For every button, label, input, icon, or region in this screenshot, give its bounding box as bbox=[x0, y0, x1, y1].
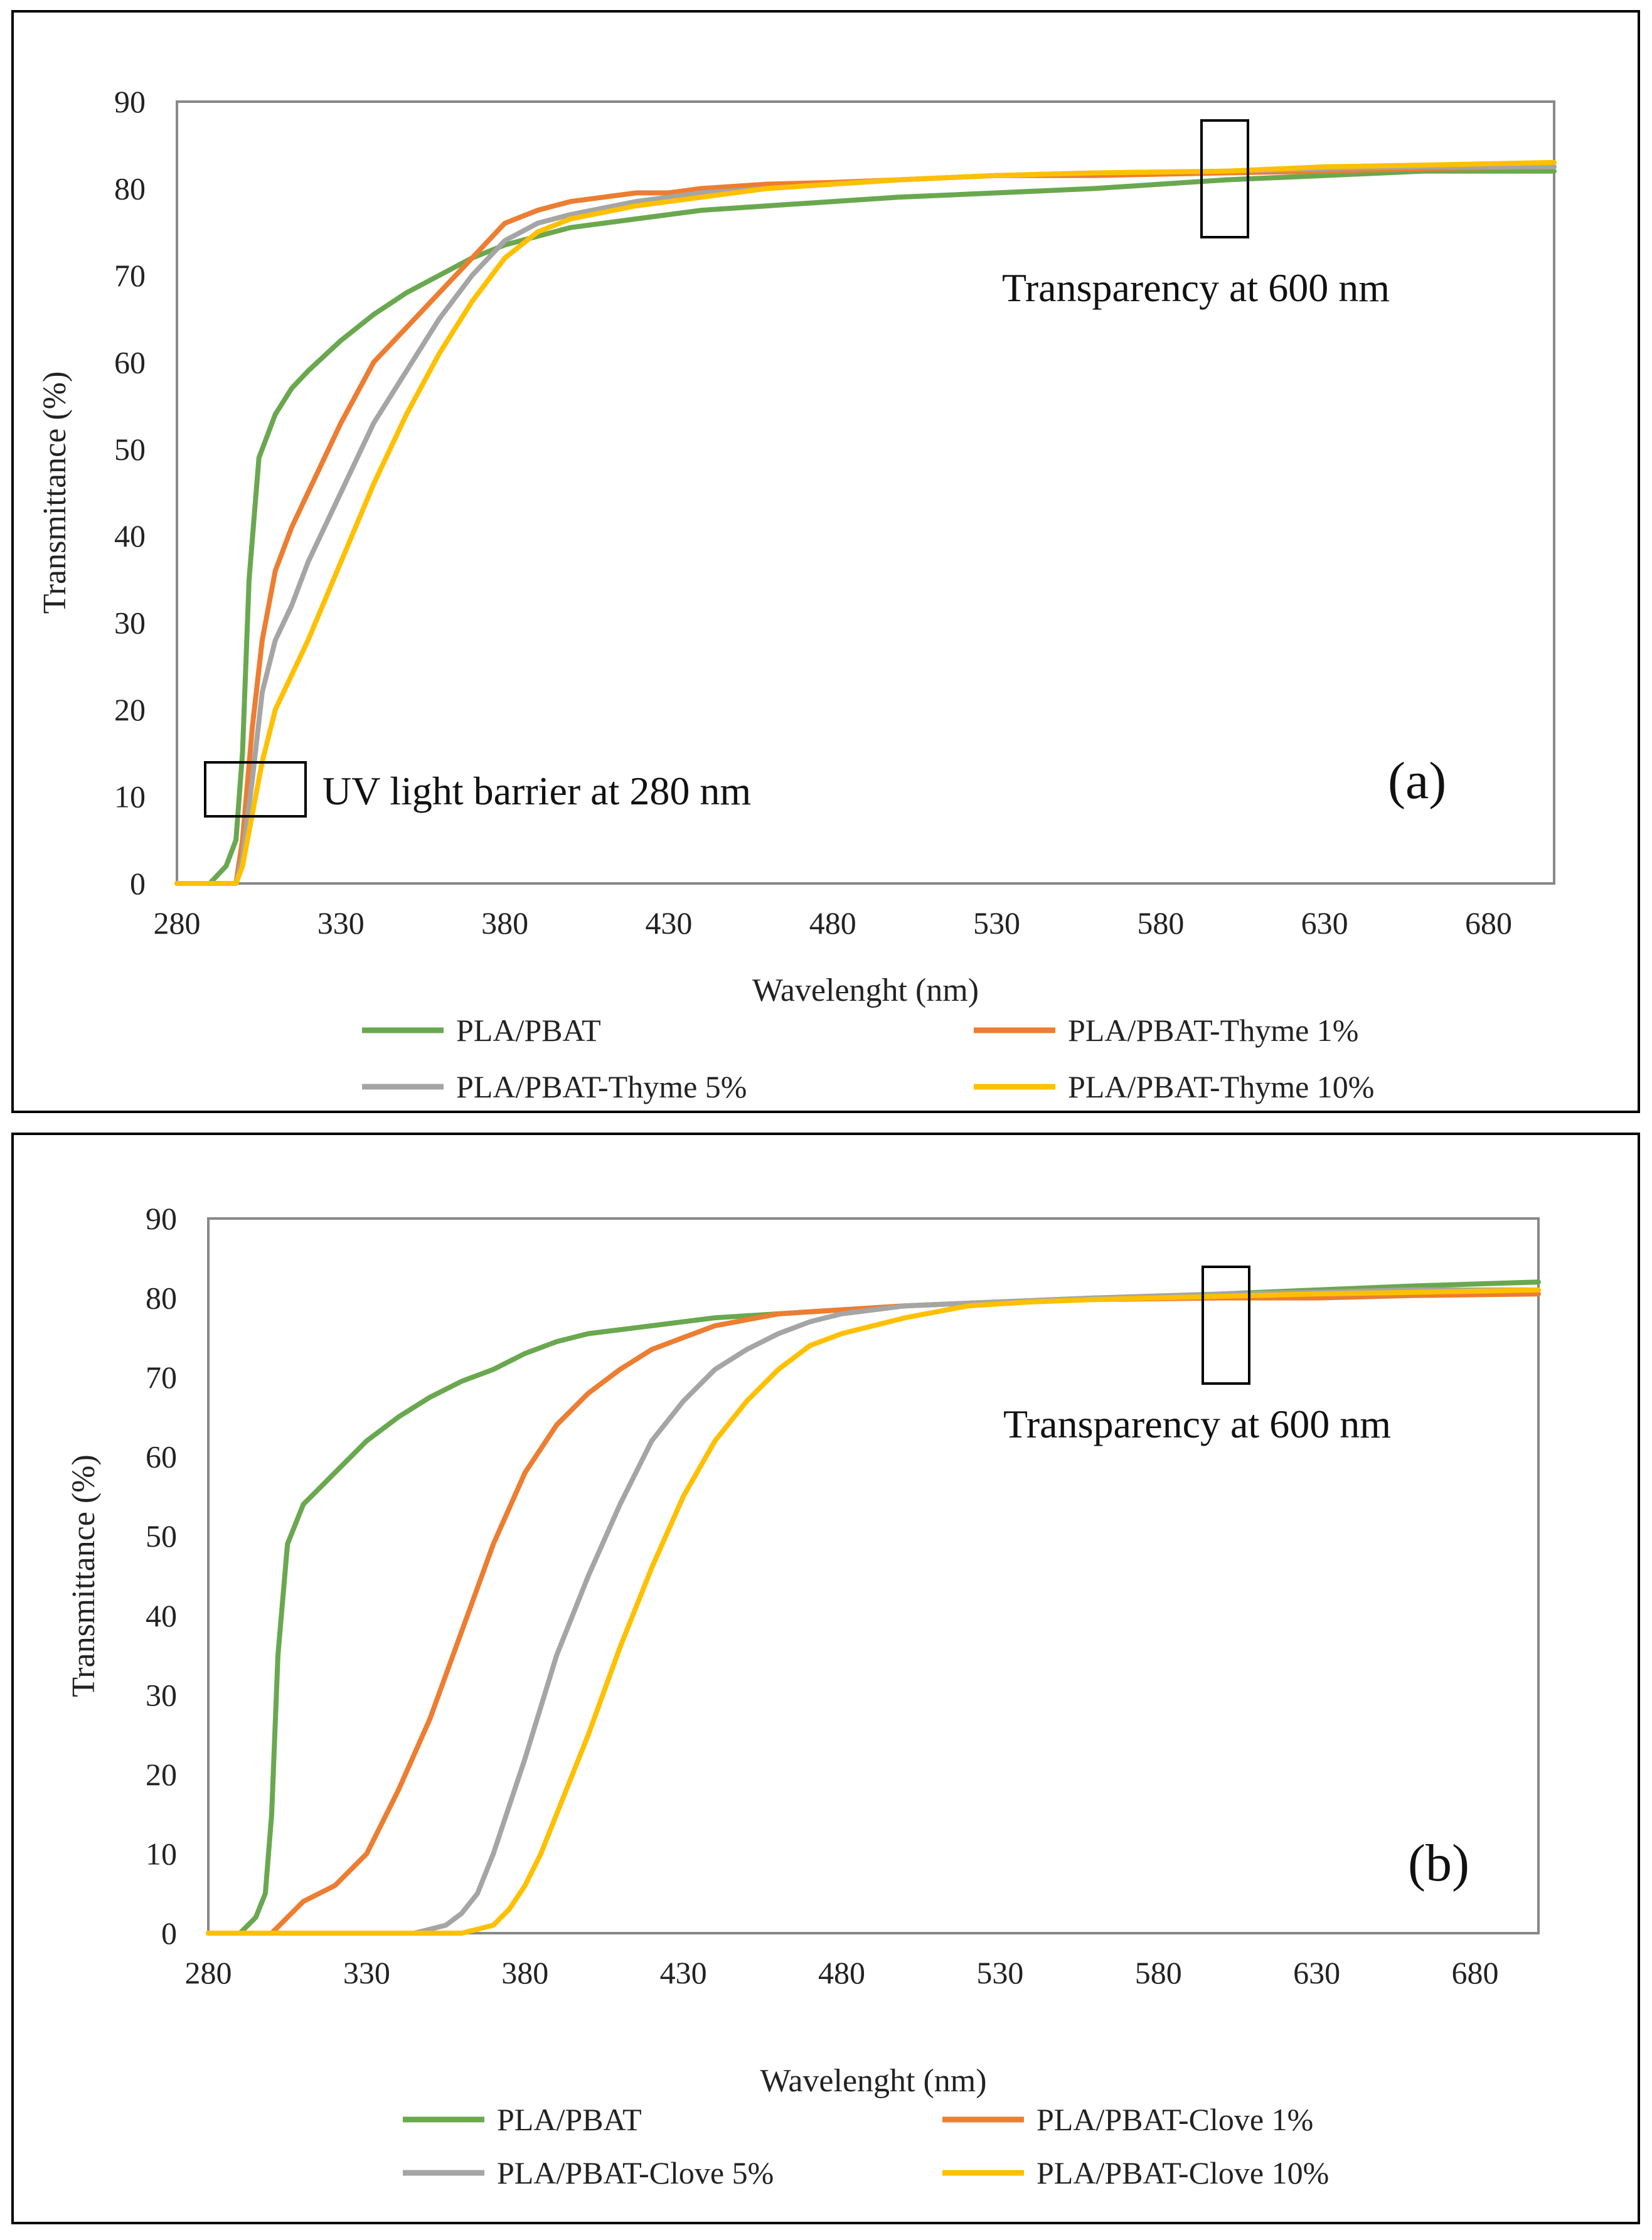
y-tick-label: 70 bbox=[114, 258, 146, 293]
legend-label: PLA/PBAT-Clove 10% bbox=[1036, 2155, 1329, 2190]
annotation-text: Transparency at 600 nm bbox=[1003, 1402, 1391, 1446]
x-tick-label: 380 bbox=[481, 905, 528, 941]
x-tick-label: 330 bbox=[343, 1955, 390, 1990]
y-tick-label: 40 bbox=[114, 518, 146, 553]
x-tick-label: 630 bbox=[1293, 1955, 1340, 1990]
y-tick-label: 10 bbox=[114, 779, 146, 814]
annotation-text: Transparency at 600 nm bbox=[1002, 265, 1390, 310]
y-tick-label: 70 bbox=[146, 1360, 177, 1395]
series-line-2 bbox=[206, 1291, 1541, 1936]
series-line-4 bbox=[174, 159, 1557, 886]
y-tick-label: 50 bbox=[146, 1518, 177, 1554]
y-tick-label: 0 bbox=[161, 1916, 177, 1951]
x-tick-label: 480 bbox=[818, 1955, 865, 1990]
x-tick-label: 480 bbox=[809, 905, 856, 941]
legend-label: PLA/PBAT-Clove 1% bbox=[1036, 2102, 1313, 2137]
y-tick-label: 80 bbox=[146, 1281, 177, 1316]
legend-label: PLA/PBAT bbox=[456, 1013, 601, 1048]
y-tick-label: 80 bbox=[114, 171, 146, 206]
chart-a: 0 10 20 30 40 50 60 70 80 90 280 330 380 430 480 530 580… bbox=[37, 84, 1557, 1104]
annotation-box bbox=[1200, 119, 1249, 238]
y-tick-label: 60 bbox=[114, 344, 146, 380]
panel-b: 0 10 20 30 40 50 60 70 80 90 280 330 380 430 480 530 580… bbox=[11, 1133, 1640, 2224]
series-line-1 bbox=[206, 1279, 1541, 1936]
series-line-3 bbox=[206, 1287, 1541, 1936]
x-tick-label: 280 bbox=[185, 1955, 232, 1990]
y-tick-label: 90 bbox=[146, 1201, 177, 1236]
panel-letter: (a) bbox=[1388, 752, 1446, 810]
legend-label: PLA/PBAT-Clove 5% bbox=[497, 2155, 774, 2190]
x-tick-label: 530 bbox=[973, 905, 1020, 941]
legend-label: PLA/PBAT-Thyme 10% bbox=[1068, 1069, 1374, 1104]
y-axis-title: Transmittance (%) bbox=[37, 371, 73, 614]
panel-a: 0 10 20 30 40 50 60 70 80 90 280 330 380 430 480 530 580… bbox=[11, 10, 1640, 1113]
annotation-box bbox=[1202, 1266, 1250, 1385]
legend-label: PLA/PBAT-Thyme 5% bbox=[456, 1069, 747, 1104]
legend-label: PLA/PBAT-Thyme 1% bbox=[1068, 1013, 1358, 1048]
legend-label: PLA/PBAT bbox=[497, 2102, 642, 2137]
annotation-text: UV light barrier at 280 nm bbox=[322, 769, 751, 813]
x-tick-label: 680 bbox=[1465, 905, 1512, 941]
annotation-box bbox=[204, 761, 307, 818]
y-tick-label: 50 bbox=[114, 432, 146, 467]
plot-area-frame bbox=[207, 1217, 1540, 1934]
y-tick-label: 20 bbox=[146, 1757, 177, 1792]
y-tick-label: 30 bbox=[146, 1677, 177, 1712]
chart-b: 0 10 20 30 40 50 60 70 80 90 280 330 380 430 480 530 580… bbox=[66, 1201, 1541, 2190]
x-tick-label: 330 bbox=[317, 905, 365, 941]
y-tick-label: 40 bbox=[146, 1598, 177, 1633]
y-tick-label: 20 bbox=[114, 692, 146, 727]
x-tick-label: 630 bbox=[1301, 905, 1348, 941]
series-line-4 bbox=[206, 1287, 1541, 1936]
x-tick-label: 280 bbox=[154, 905, 201, 941]
x-tick-label: 530 bbox=[976, 1955, 1023, 1990]
y-tick-label: 90 bbox=[114, 84, 146, 119]
y-tick-label: 60 bbox=[146, 1439, 177, 1475]
plot-area-frame bbox=[176, 100, 1555, 885]
x-tick-label: 430 bbox=[660, 1955, 707, 1990]
x-axis-title: Wavelenght (nm) bbox=[752, 973, 979, 1008]
x-tick-label: 680 bbox=[1452, 1955, 1499, 1990]
y-tick-label: 10 bbox=[146, 1836, 177, 1871]
x-tick-label: 580 bbox=[1137, 905, 1184, 941]
x-tick-label: 380 bbox=[501, 1955, 548, 1990]
y-axis-title: Transmittance (%) bbox=[66, 1454, 102, 1697]
y-tick-label: 30 bbox=[114, 605, 146, 641]
y-tick-label: 0 bbox=[130, 866, 146, 901]
x-tick-label: 430 bbox=[645, 905, 692, 941]
panel-letter: (b) bbox=[1408, 1834, 1469, 1892]
x-tick-label: 580 bbox=[1135, 1955, 1182, 1990]
x-axis-title: Wavelenght (nm) bbox=[760, 2063, 986, 2099]
